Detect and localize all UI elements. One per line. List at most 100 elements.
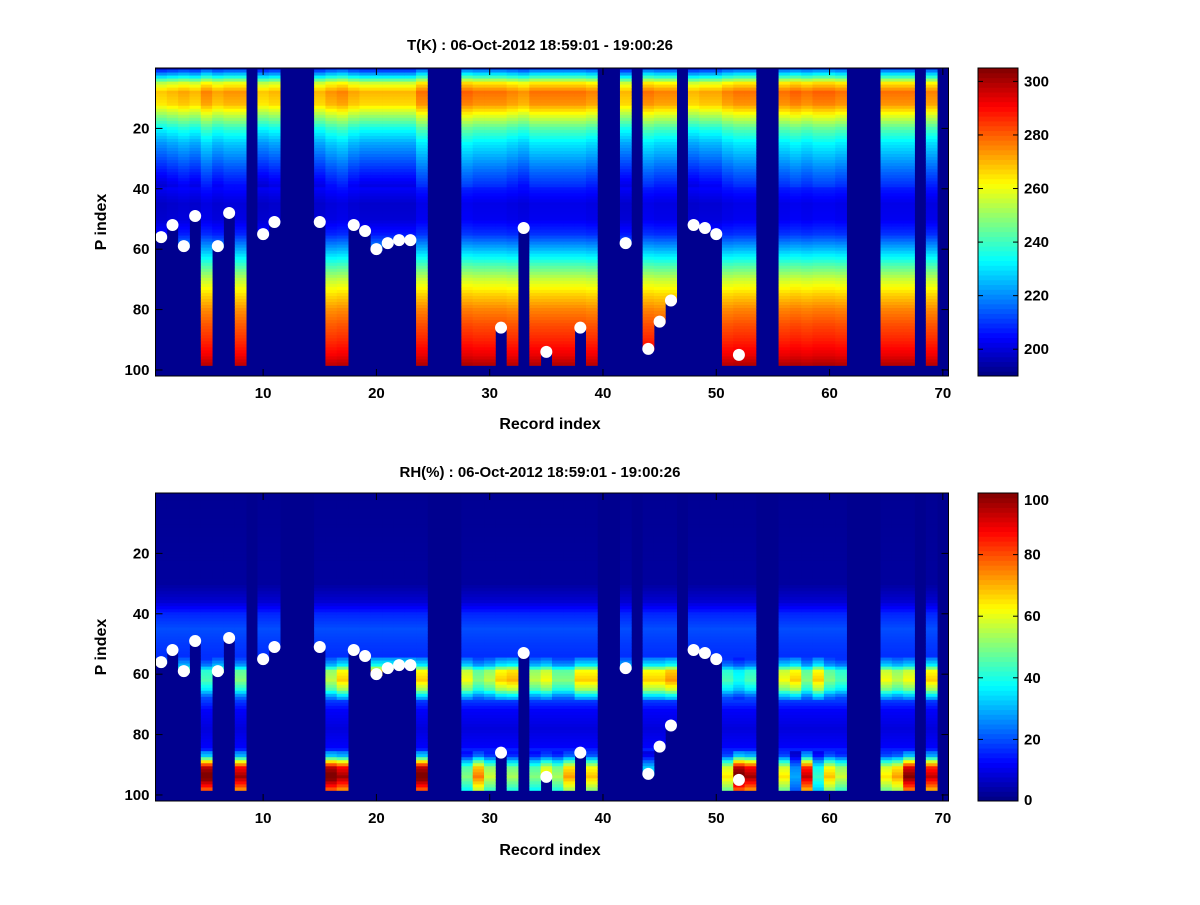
heatmap-cell: [892, 157, 904, 160]
heatmap-cell: [586, 230, 598, 233]
heatmap-cell: [586, 290, 598, 293]
heatmap-cell: [665, 272, 677, 275]
heatmap-cell: [903, 181, 915, 184]
heatmap-cell: [541, 79, 553, 82]
heatmap-cell: [892, 130, 904, 133]
heatmap-cell: [235, 347, 247, 350]
heatmap-cell: [779, 326, 791, 329]
heatmap-cell: [881, 356, 893, 359]
heatmap-cell: [824, 347, 836, 350]
heatmap-cell: [892, 332, 904, 335]
heatmap-cell: [801, 70, 813, 73]
heatmap-cell: [416, 347, 428, 350]
heatmap-cell: [405, 160, 417, 163]
heatmap-cell: [473, 205, 485, 208]
heatmap-cell: [212, 97, 224, 100]
heatmap-cell: [745, 109, 757, 112]
heatmap-cell: [314, 142, 326, 145]
heatmap-cell: [507, 193, 519, 196]
heatmap-cell: [325, 199, 337, 202]
heatmap-cell: [223, 160, 235, 163]
heatmap-cell: [722, 272, 734, 275]
heatmap-cell: [926, 217, 938, 220]
heatmap-cell: [733, 236, 745, 239]
heatmap-cell: [507, 103, 519, 106]
heatmap-cell: [643, 296, 655, 299]
heatmap-cell: [790, 329, 802, 332]
heatmap-cell: [733, 193, 745, 196]
heatmap-cell: [212, 169, 224, 172]
heatmap-cell: [779, 356, 791, 359]
heatmap-cell: [405, 115, 417, 118]
heatmap-cell: [461, 133, 473, 136]
heatmap-cell: [359, 79, 371, 82]
heatmap-cell: [903, 329, 915, 332]
heatmap-cell: [257, 112, 269, 115]
heatmap-cell: [813, 175, 825, 178]
heatmap-cell: [371, 193, 383, 196]
heatmap-cell: [654, 272, 666, 275]
heatmap-cell: [699, 196, 711, 199]
heatmap-cell: [903, 266, 915, 269]
heatmap-cell: [518, 151, 530, 154]
heatmap-cell: [813, 187, 825, 190]
heatmap-cell: [189, 202, 201, 205]
heatmap-cell: [201, 205, 213, 208]
heatmap-cell: [156, 109, 168, 112]
heatmap-cell: [529, 70, 541, 73]
heatmap-cell: [473, 254, 485, 257]
heatmap-cell: [654, 109, 666, 112]
heatmap-cell: [189, 537, 201, 540]
heatmap-cell: [801, 181, 813, 184]
heatmap-cell: [325, 205, 337, 208]
heatmap-cell: [257, 573, 269, 576]
heatmap-cell: [314, 528, 326, 531]
heatmap-cell: [779, 299, 791, 302]
heatmap-cell: [167, 606, 179, 609]
heatmap-cell: [405, 94, 417, 97]
heatmap-cell: [507, 308, 519, 311]
heatmap-cell: [201, 555, 213, 558]
heatmap-cell: [790, 272, 802, 275]
heatmap-cell: [223, 585, 235, 588]
heatmap-cell: [461, 224, 473, 227]
heatmap-cell: [167, 498, 179, 501]
heatmap-cell: [461, 112, 473, 115]
heatmap-cell: [325, 296, 337, 299]
heatmap-cell: [711, 169, 723, 172]
heatmap-cell: [699, 184, 711, 187]
heatmap-cell: [507, 187, 519, 190]
heatmap-cell: [586, 118, 598, 121]
heatmap-cell: [473, 145, 485, 148]
heatmap-cell: [552, 202, 564, 205]
heatmap-cell: [892, 236, 904, 239]
heatmap-cell: [461, 347, 473, 350]
colorbar-swatch: [978, 145, 1018, 150]
heatmap-cell: [314, 531, 326, 534]
heatmap-cell: [269, 169, 281, 172]
heatmap-cell: [643, 245, 655, 248]
heatmap-cell: [790, 130, 802, 133]
heatmap-cell: [167, 636, 179, 639]
heatmap-cell: [790, 217, 802, 220]
heatmap-cell: [212, 193, 224, 196]
heatmap-cell: [269, 570, 281, 573]
heatmap-cell: [337, 76, 349, 79]
heatmap-cell: [235, 694, 247, 697]
heatmap-cell: [416, 311, 428, 314]
heatmap-cell: [801, 248, 813, 251]
heatmap-cell: [552, 239, 564, 242]
heatmap-cell: [484, 284, 496, 287]
heatmap-cell: [563, 353, 575, 356]
heatmap-cell: [654, 248, 666, 251]
heatmap-cell: [563, 130, 575, 133]
heatmap-cell: [235, 642, 247, 645]
heatmap-cell: [167, 519, 179, 522]
heatmap-cell: [156, 639, 168, 642]
heatmap-cell: [314, 576, 326, 579]
heatmap-cell: [156, 504, 168, 507]
heatmap-cell: [371, 130, 383, 133]
heatmap-cell: [745, 278, 757, 281]
heatmap-cell: [156, 97, 168, 100]
heatmap-cell: [201, 196, 213, 199]
